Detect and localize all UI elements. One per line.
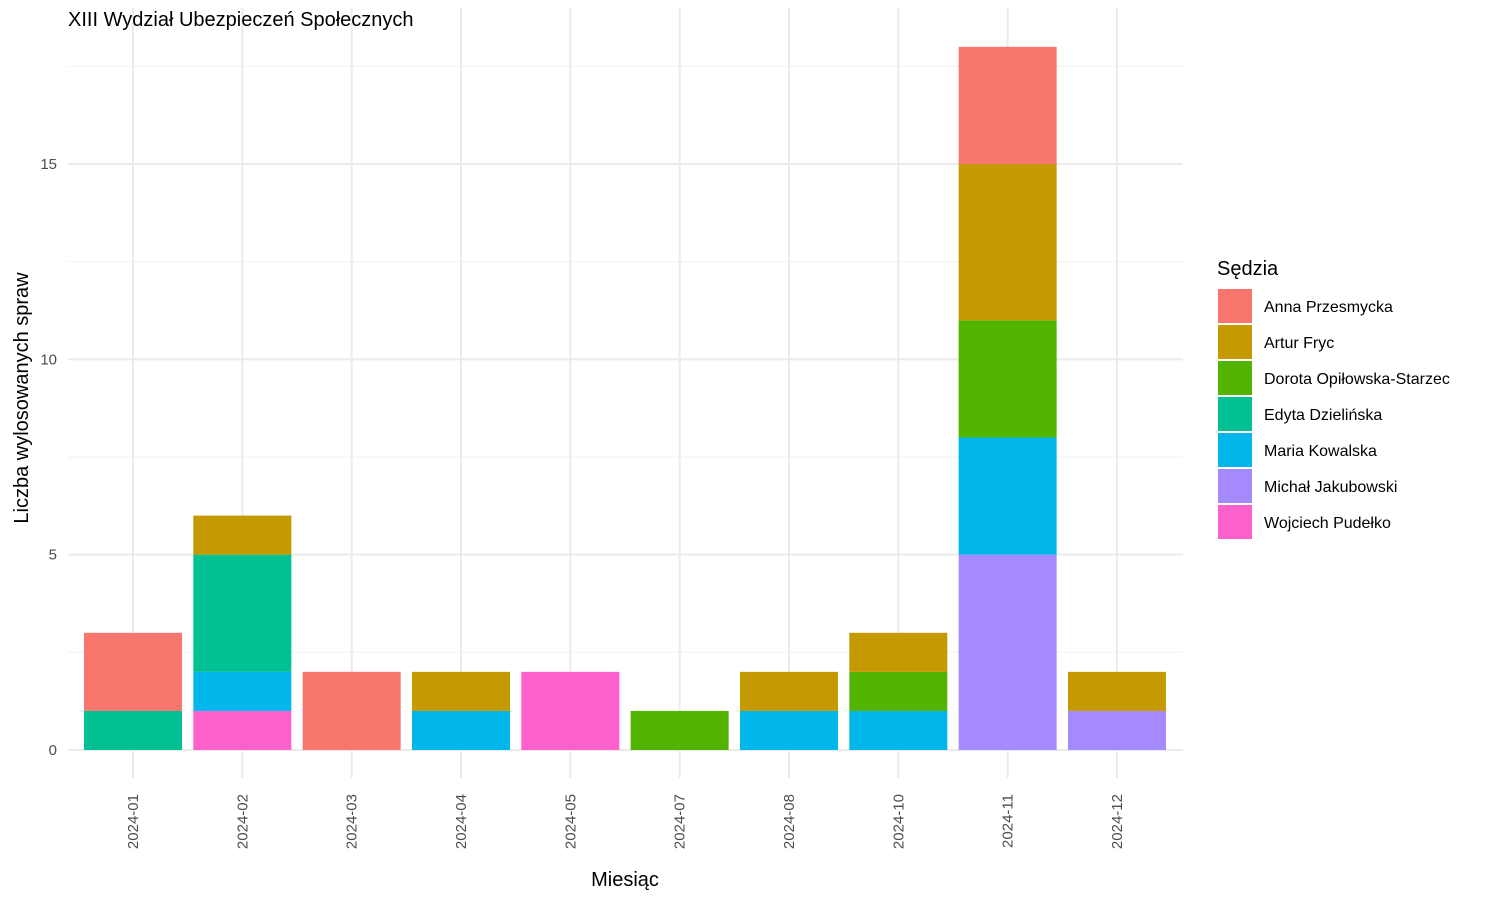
bar-segment	[411, 671, 510, 711]
bar-segment	[958, 554, 1057, 750]
y-axis-ticks: 0 5 10 15	[40, 156, 57, 759]
legend-label: Anna Przesmycka	[1264, 299, 1393, 316]
legend-swatch	[1218, 469, 1252, 503]
x-axis-ticks: 2024-01 2024-02 2024-03 2024-04 2024-05 2024-…	[125, 794, 1126, 849]
bar-segment	[739, 671, 838, 711]
legend-title: Sędzia	[1217, 258, 1279, 280]
x-tick-label: 2024-05	[562, 794, 579, 849]
x-axis-title: Miesiąc	[591, 869, 659, 891]
chart-title: XIII Wydział Ubezpieczeń Społecznych	[68, 9, 414, 31]
x-tick-label: 2024-11	[1000, 794, 1017, 848]
legend-label: Artur Fryc	[1264, 335, 1334, 352]
x-tick-label: 2024-10	[890, 794, 907, 849]
bar-segment	[193, 515, 292, 555]
legend-swatch	[1218, 433, 1252, 467]
bar-segment	[84, 632, 182, 711]
bar-segment	[958, 437, 1057, 555]
bar-segment	[193, 710, 292, 750]
legend-label: Wojciech Pudełko	[1264, 515, 1391, 532]
bar-segment	[193, 671, 292, 711]
x-tick-label: 2024-07	[672, 794, 689, 849]
bar-segment	[1067, 710, 1166, 750]
legend-swatch	[1218, 289, 1252, 323]
bar-segment	[193, 554, 292, 672]
legend-label: Michał Jakubowski	[1264, 479, 1397, 496]
legend-swatch	[1218, 325, 1252, 359]
bars	[84, 46, 1166, 750]
legend-swatch	[1218, 505, 1252, 539]
legend-label: Maria Kowalska	[1264, 443, 1377, 460]
legend-label: Edyta Dzielińska	[1264, 407, 1382, 424]
bar-segment	[302, 671, 401, 750]
bar-segment	[849, 671, 948, 711]
bar-segment	[739, 710, 838, 750]
legend-label: Dorota Opiłowska-Starzec	[1264, 371, 1450, 388]
y-tick-label: 10	[40, 351, 57, 368]
bar-segment	[958, 46, 1057, 164]
x-tick-label: 2024-02	[234, 794, 251, 849]
x-tick-label: 2024-01	[125, 794, 142, 849]
bar-segment	[958, 164, 1057, 321]
bar-segment	[849, 632, 948, 672]
bar-segment	[1067, 671, 1166, 711]
bar-segment	[84, 710, 182, 750]
y-tick-label: 0	[49, 742, 57, 759]
legend: Sędzia Anna Przesmycka Artur Fryc Dorota O…	[1217, 258, 1450, 539]
y-axis-title: Liczba wylosowanych spraw	[11, 272, 33, 524]
bar-segment	[521, 671, 620, 750]
x-tick-label: 2024-03	[344, 794, 361, 849]
x-tick-label: 2024-04	[453, 794, 470, 849]
y-tick-label: 15	[40, 156, 57, 173]
y-tick-label: 5	[49, 547, 57, 564]
legend-swatch	[1218, 397, 1252, 431]
bar-segment	[849, 710, 948, 750]
legend-swatch	[1218, 361, 1252, 395]
bar-segment	[411, 710, 510, 750]
bar-segment	[630, 710, 729, 750]
x-tick-label: 2024-12	[1109, 794, 1126, 849]
x-tick-label: 2024-08	[781, 794, 798, 849]
bar-segment	[958, 320, 1057, 438]
